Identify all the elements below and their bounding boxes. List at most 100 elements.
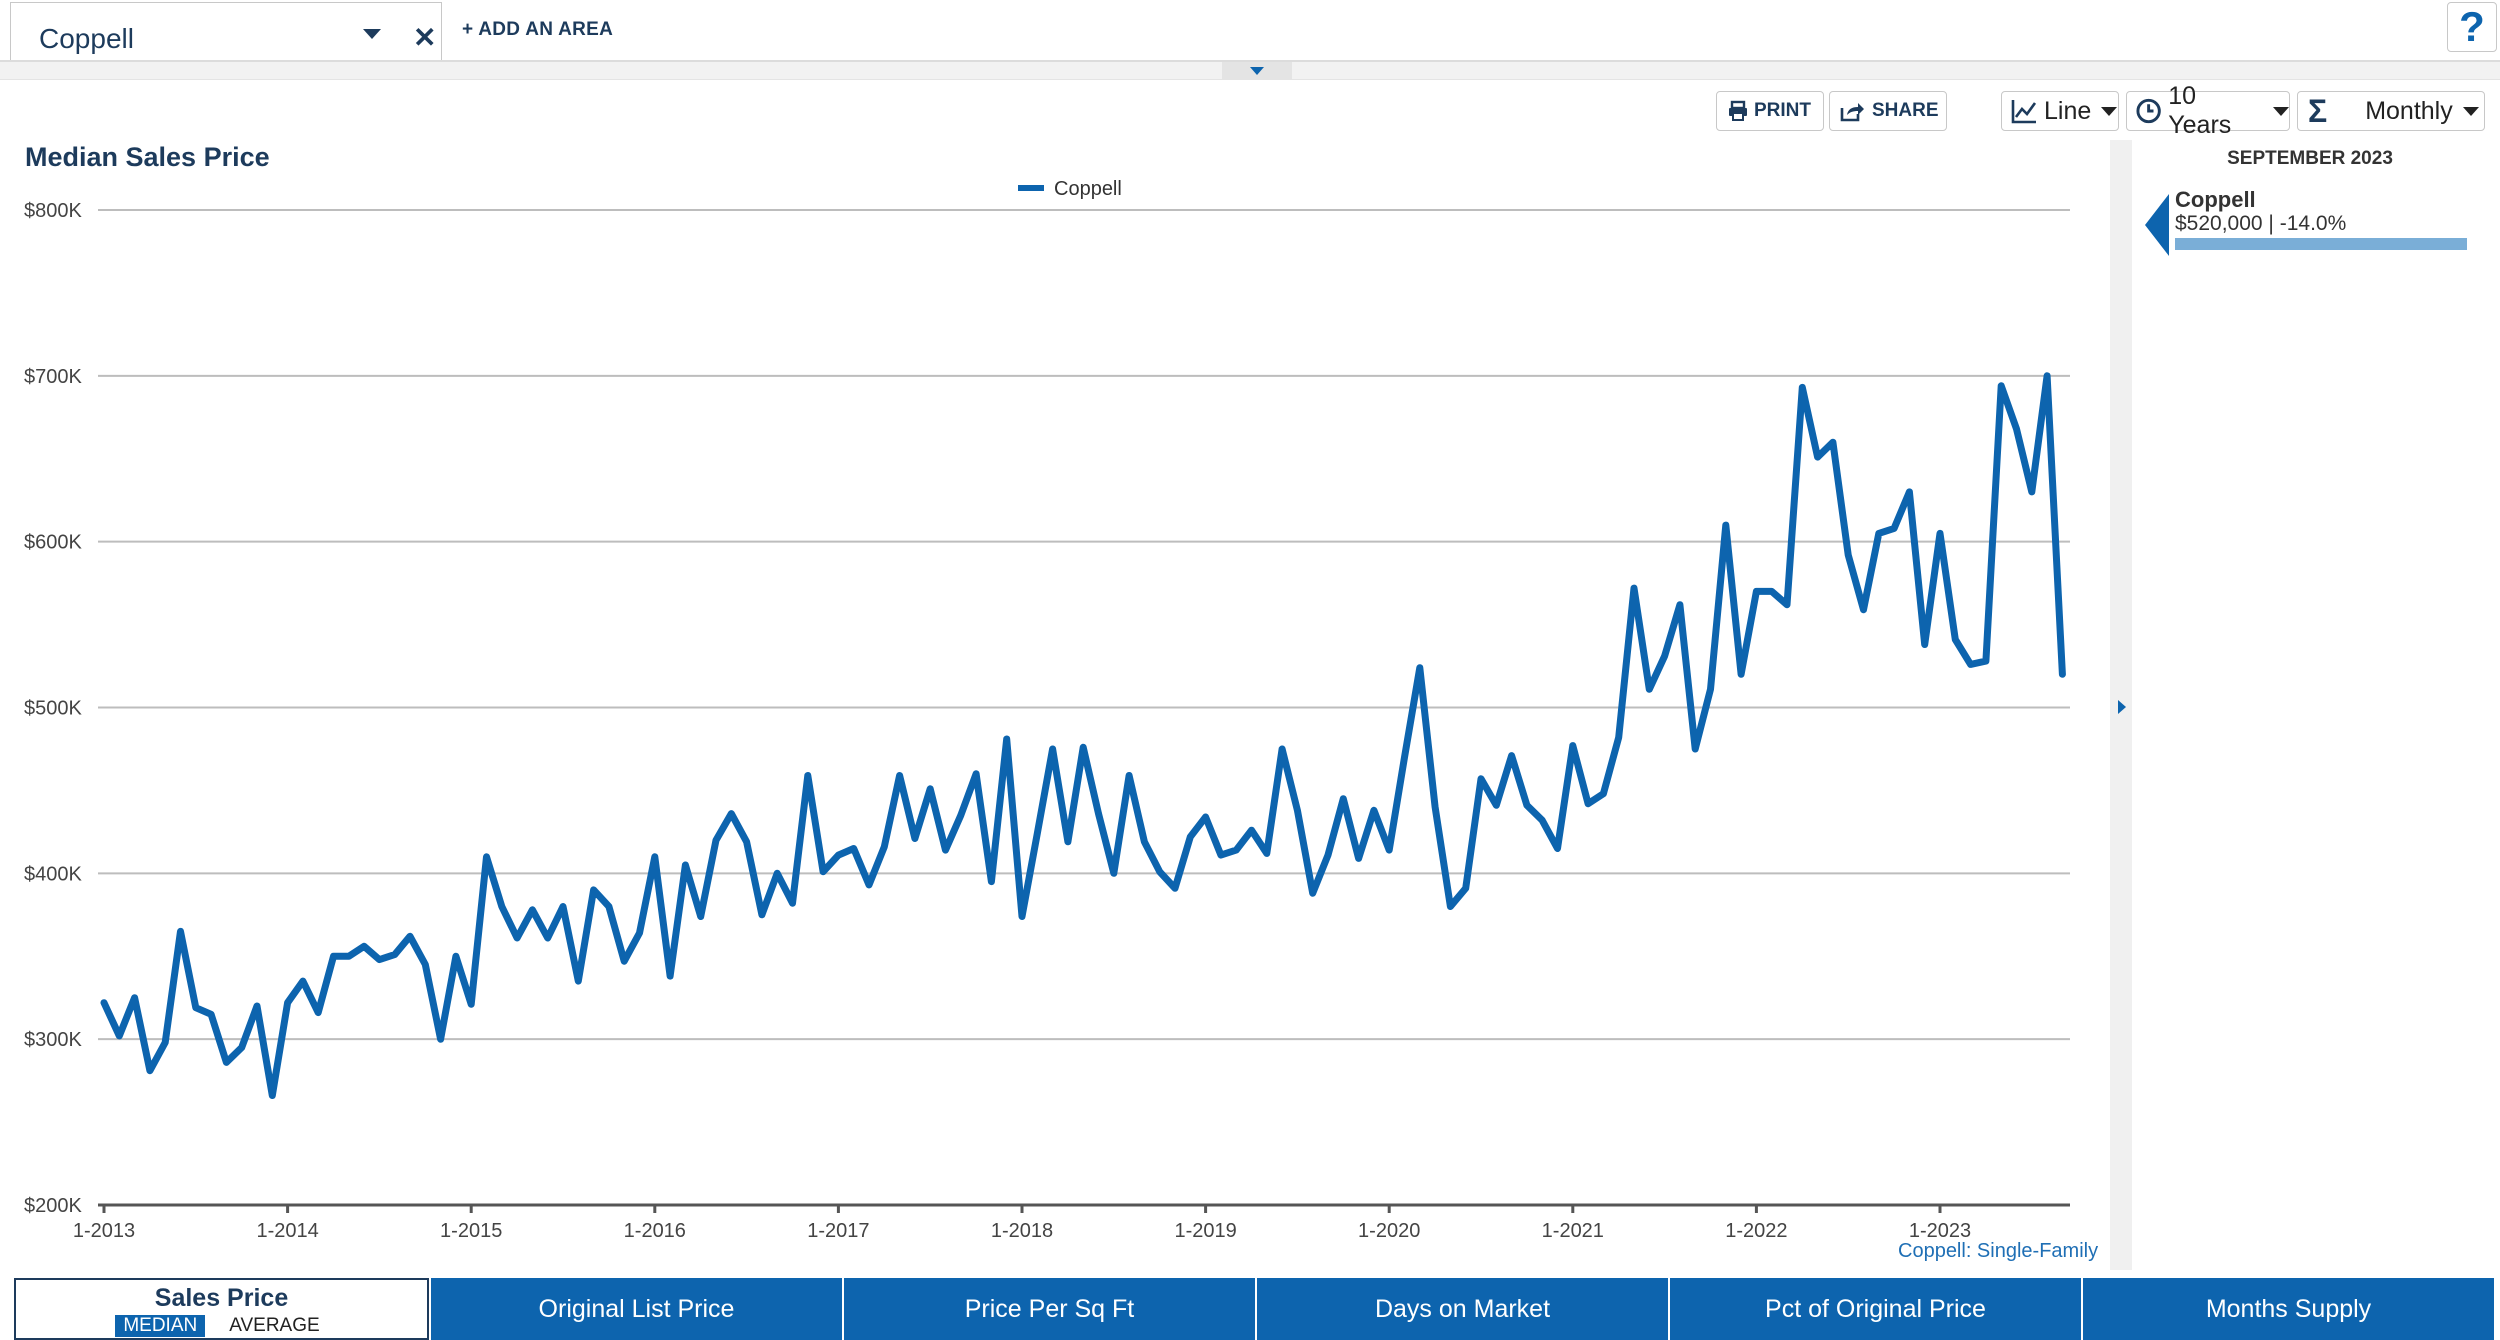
data-point[interactable] [1600,790,1607,797]
data-point[interactable] [1202,813,1209,820]
data-point[interactable] [284,999,291,1006]
data-point[interactable] [682,862,689,869]
data-point[interactable] [131,994,138,1001]
data-point[interactable] [1019,913,1025,920]
data-point[interactable] [116,1032,123,1039]
data-point[interactable] [529,906,536,913]
data-point[interactable] [927,785,934,792]
data-point[interactable] [575,978,582,985]
data-point[interactable] [1370,807,1377,814]
data-point[interactable] [162,1039,169,1046]
data-point[interactable] [299,978,306,985]
data-point[interactable] [1539,817,1546,824]
area-selector[interactable]: Coppell ✕ [10,2,442,60]
data-point[interactable] [1722,522,1729,529]
data-point[interactable] [1034,830,1041,837]
data-point[interactable] [1952,636,1959,643]
data-point[interactable] [743,838,750,845]
data-point[interactable] [146,1067,153,1074]
interval-select[interactable]: Σ Monthly [2297,91,2485,131]
data-point[interactable] [1095,810,1102,817]
data-point[interactable] [1432,804,1439,810]
data-point[interactable] [1110,870,1117,877]
data-point[interactable] [1355,855,1362,862]
data-point[interactable] [1891,525,1898,532]
data-point[interactable] [1845,551,1852,558]
data-point[interactable] [1875,530,1882,537]
tab-price-per-sq-ft[interactable]: Price Per Sq Ft [842,1278,1255,1340]
data-point[interactable] [2013,425,2020,432]
data-point[interactable] [544,935,551,942]
tab-original-list-price[interactable]: Original List Price [429,1278,842,1340]
data-point[interactable] [1401,754,1408,761]
data-point[interactable] [1967,661,1974,668]
data-point[interactable] [1462,885,1469,892]
data-point[interactable] [605,903,612,910]
data-point[interactable] [758,911,765,918]
data-point[interactable] [498,903,505,910]
data-point[interactable] [2044,372,2051,379]
data-point[interactable] [468,1001,475,1008]
series-line-coppell[interactable] [100,372,2066,1099]
data-point[interactable] [1080,744,1087,751]
data-point[interactable] [177,928,184,935]
data-point[interactable] [2028,488,2035,495]
data-point[interactable] [2059,671,2066,678]
data-point[interactable] [1753,588,1760,595]
data-point[interactable] [391,951,398,958]
line-chart[interactable]: $200K $300K $400K $500K $600K $700K $800K 1-20… [0,140,2110,1260]
data-point[interactable] [1707,686,1714,693]
data-point[interactable] [1906,488,1913,495]
data-point[interactable] [101,999,107,1006]
data-point[interactable] [621,958,628,965]
data-point[interactable] [254,1003,260,1009]
data-point[interactable] [820,868,827,875]
data-point[interactable] [1126,772,1133,779]
data-point[interactable] [1279,745,1286,752]
median-option[interactable]: MEDIAN [115,1315,206,1337]
data-point[interactable] [1982,658,1989,665]
data-point[interactable] [774,870,781,877]
data-point[interactable] [223,1059,230,1066]
data-point[interactable] [973,770,980,777]
data-point[interactable] [835,852,842,859]
data-point[interactable] [1937,530,1943,537]
data-point[interactable] [1478,775,1484,782]
data-point[interactable] [1615,734,1622,741]
data-point[interactable] [1738,671,1745,678]
data-point[interactable] [1692,745,1699,752]
data-point[interactable] [866,881,872,888]
data-point[interactable] [1309,890,1316,897]
data-point[interactable] [804,772,811,779]
data-point[interactable] [1676,601,1683,608]
data-point[interactable] [361,943,368,950]
data-point[interactable] [1386,847,1393,854]
data-point[interactable] [942,847,949,854]
data-point[interactable] [437,1036,444,1043]
data-point[interactable] [422,961,429,968]
data-point[interactable] [1646,686,1653,693]
chart-type-select[interactable]: Line [2001,91,2119,131]
data-point[interactable] [1294,807,1301,814]
data-point[interactable] [330,953,337,960]
area-name[interactable]: Coppell [39,23,134,54]
data-point[interactable] [1187,833,1194,840]
data-point[interactable] [1799,384,1806,391]
data-point[interactable] [1768,588,1775,595]
data-point[interactable] [560,903,566,910]
data-point[interactable] [651,853,658,860]
data-point[interactable] [1233,847,1240,854]
data-point[interactable] [1217,852,1224,859]
data-point[interactable] [1585,800,1592,807]
data-point[interactable] [1447,903,1454,910]
data-point[interactable] [667,973,674,980]
tab-months-supply[interactable]: Months Supply [2081,1278,2494,1340]
tab-sales-price[interactable]: Sales Price MEDIAN AVERAGE [14,1278,429,1340]
data-point[interactable] [1003,736,1010,743]
data-point[interactable] [208,1011,215,1018]
data-point[interactable] [1829,439,1836,446]
data-point[interactable] [1248,827,1255,834]
data-point[interactable] [192,1004,199,1011]
data-point[interactable] [1661,653,1668,660]
data-point[interactable] [238,1044,245,1051]
